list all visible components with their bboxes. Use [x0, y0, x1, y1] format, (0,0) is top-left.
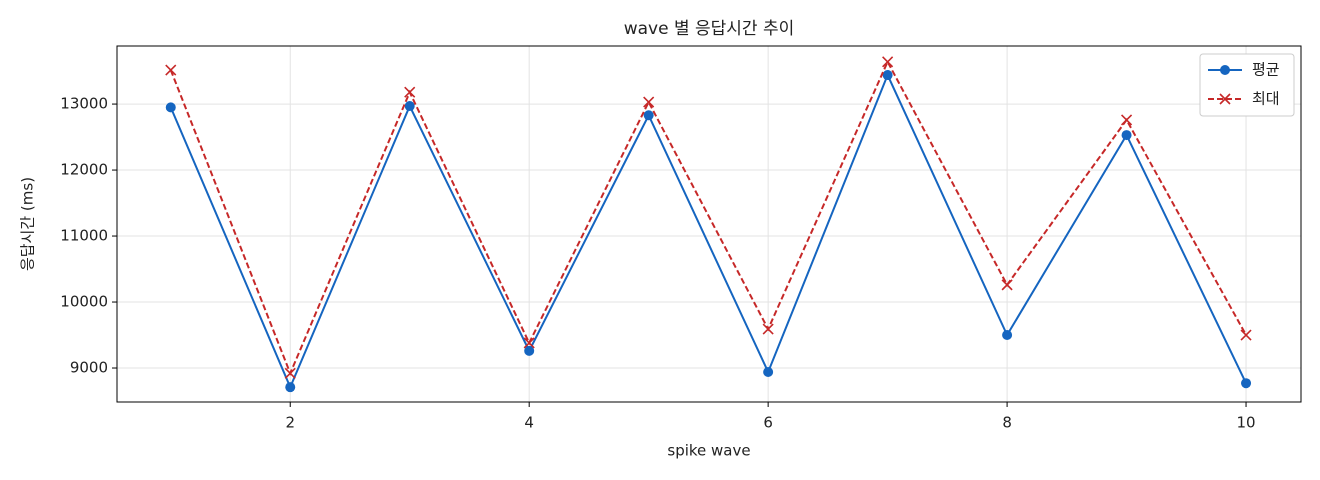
y-tick-label: 9000: [70, 359, 108, 377]
y-tick-label: 10000: [60, 293, 108, 311]
legend-label: 최대: [1252, 90, 1280, 108]
x-tick-label: 8: [1002, 414, 1012, 432]
x-axis-label: spike wave: [667, 442, 750, 460]
legend-box: [1199, 53, 1295, 117]
point: [882, 56, 894, 68]
series-line: [169, 72, 1247, 390]
point: [1001, 279, 1013, 291]
plot-frame: [116, 45, 1302, 403]
point: [523, 337, 535, 349]
point: [1121, 130, 1132, 141]
point: [762, 323, 774, 335]
point: [1240, 329, 1252, 341]
y-tick-label: 13000: [60, 95, 108, 113]
point: [165, 102, 176, 113]
x-tick-label: 2: [285, 414, 295, 432]
point: [404, 101, 415, 112]
point: [404, 86, 416, 98]
x-tick-label: 6: [763, 414, 773, 432]
point: [1241, 378, 1252, 389]
y-axis-label: 응답시간 (ms): [19, 177, 37, 271]
y-tick-label: 11000: [60, 227, 108, 245]
x-tick-label: 4: [524, 414, 534, 432]
point: [165, 64, 177, 76]
point: [643, 110, 654, 121]
x-tick-label: 10: [1236, 414, 1255, 432]
chart-title: wave 별 응답시간 추이: [624, 19, 795, 39]
y-tick-label: 12000: [60, 161, 108, 179]
point: [763, 366, 774, 377]
point: [882, 70, 893, 81]
point: [1121, 114, 1133, 126]
point: [284, 367, 296, 379]
legend-marker: [1220, 65, 1230, 75]
point: [285, 382, 296, 393]
legend-label: 평균: [1252, 61, 1280, 79]
legend-marker: [1219, 93, 1231, 105]
point: [524, 345, 535, 356]
series-line: [169, 59, 1247, 376]
point: [643, 96, 655, 108]
point: [1002, 330, 1013, 341]
